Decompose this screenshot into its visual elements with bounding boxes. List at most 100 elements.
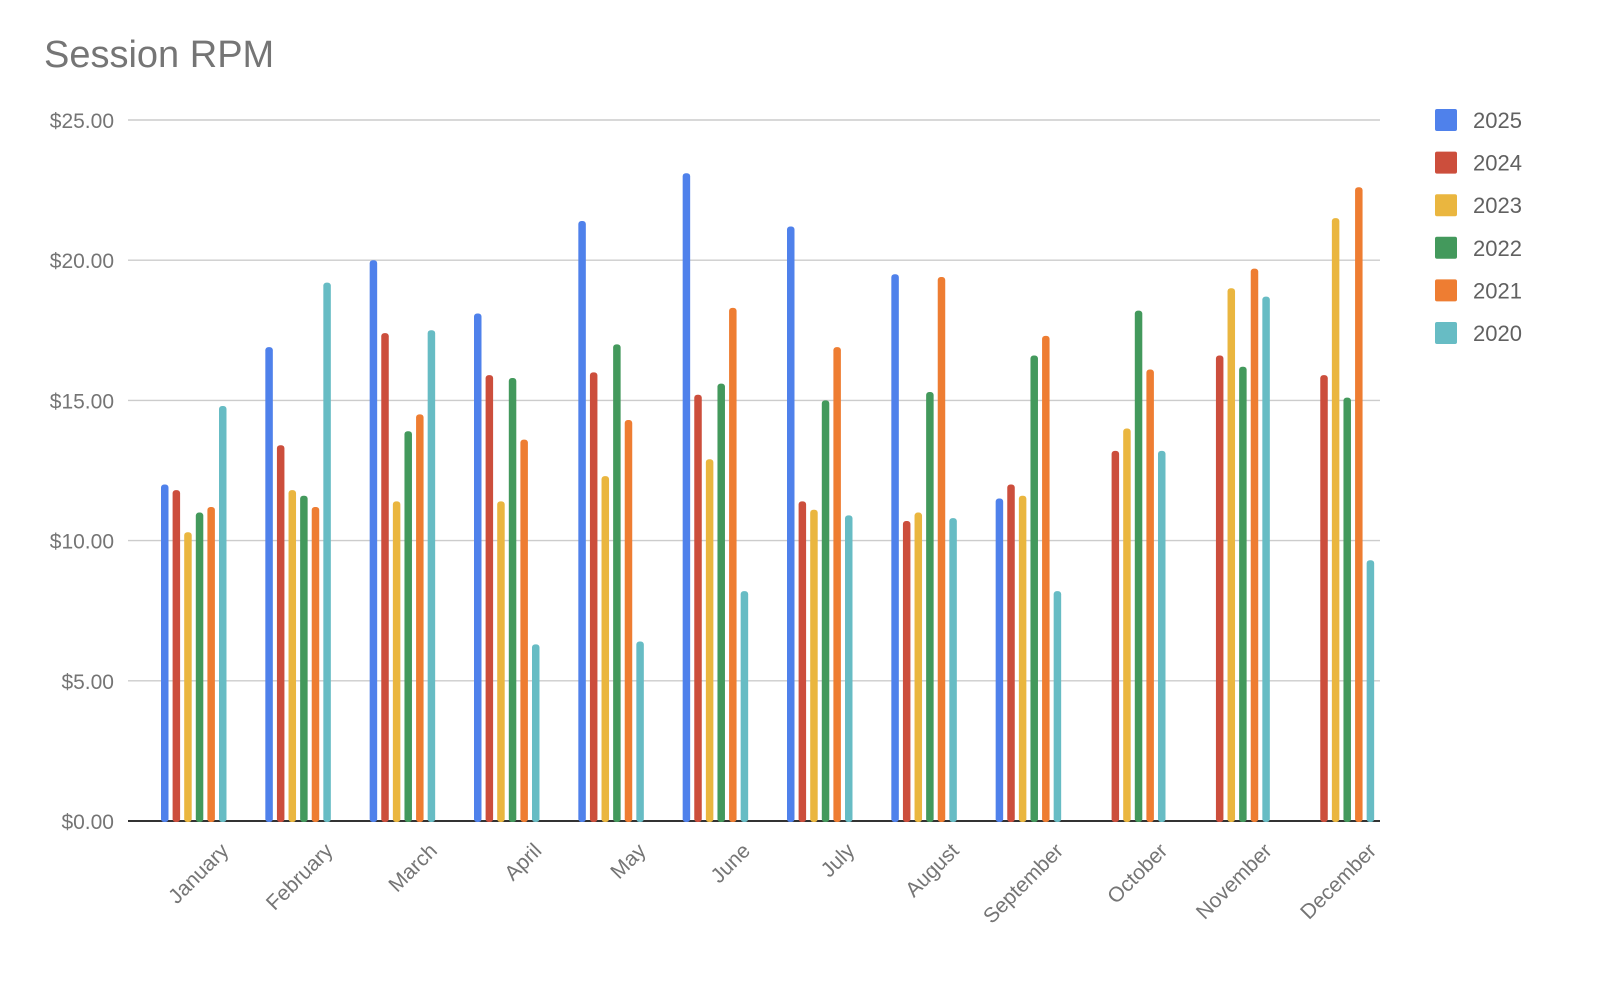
bar-2024-july[interactable] xyxy=(798,501,807,822)
bar-2025-august[interactable] xyxy=(891,274,899,823)
bar-2022-december[interactable] xyxy=(1343,397,1351,822)
bar-2021-september[interactable] xyxy=(1042,335,1050,822)
bar-2023-june[interactable] xyxy=(705,459,714,822)
bar-2022-april[interactable] xyxy=(508,377,517,822)
legend-swatch xyxy=(1435,151,1457,174)
bar-2020-may[interactable] xyxy=(636,641,644,822)
bar-2024-march[interactable] xyxy=(381,333,389,822)
legend-swatch xyxy=(1435,279,1457,302)
bar-2021-july[interactable] xyxy=(833,347,841,822)
bar-2020-march[interactable] xyxy=(427,330,436,822)
bar-2022-october[interactable] xyxy=(1134,310,1143,822)
legend-item-2025[interactable]: 2025 xyxy=(1435,108,1522,133)
bar-2024-august[interactable] xyxy=(902,520,911,822)
legend-item-2023[interactable]: 2023 xyxy=(1435,193,1522,218)
legend-label: 2022 xyxy=(1473,236,1522,261)
bar-2021-december[interactable] xyxy=(1355,187,1363,822)
bar-2024-may[interactable] xyxy=(589,372,598,822)
x-tick-label: December xyxy=(1296,839,1381,924)
bar-2022-july[interactable] xyxy=(821,400,830,822)
legend-item-2022[interactable]: 2022 xyxy=(1435,236,1522,261)
bar-2023-april[interactable] xyxy=(497,501,505,822)
bar-2021-november[interactable] xyxy=(1250,268,1259,822)
bar-2020-july[interactable] xyxy=(845,515,853,822)
bar-2020-september[interactable] xyxy=(1053,591,1062,822)
x-tick-label: January xyxy=(164,839,233,908)
bar-2020-june[interactable] xyxy=(740,591,749,822)
x-tick-label: August xyxy=(901,839,964,902)
bar-2024-january[interactable] xyxy=(172,490,181,822)
bar-2023-october[interactable] xyxy=(1123,428,1131,822)
bar-2021-january[interactable] xyxy=(207,506,215,822)
bar-2021-april[interactable] xyxy=(520,439,528,822)
bar-2025-march[interactable] xyxy=(369,260,378,822)
x-tick-label: March xyxy=(384,839,442,897)
legend-swatch xyxy=(1435,194,1457,217)
bar-2024-november[interactable] xyxy=(1215,355,1224,822)
bar-2024-june[interactable] xyxy=(694,394,702,822)
gridlines xyxy=(128,119,1380,682)
bar-2025-january[interactable] xyxy=(161,484,169,822)
bar-2022-august[interactable] xyxy=(926,391,934,822)
legend-label: 2020 xyxy=(1473,321,1522,346)
bar-2021-may[interactable] xyxy=(624,420,633,822)
bar-2024-september[interactable] xyxy=(1007,484,1015,822)
bar-2023-february[interactable] xyxy=(288,490,297,822)
legend-swatch xyxy=(1435,322,1457,344)
bar-2025-may[interactable] xyxy=(578,220,586,823)
bar-2025-february[interactable] xyxy=(265,347,273,822)
bar-2022-september[interactable] xyxy=(1030,355,1038,822)
bar-2023-august[interactable] xyxy=(914,512,923,822)
y-tick-label: $25.00 xyxy=(50,110,114,133)
bar-2024-december[interactable] xyxy=(1320,375,1328,822)
bar-2022-february[interactable] xyxy=(300,495,308,822)
bar-2025-june[interactable] xyxy=(682,173,691,822)
legend-item-2021[interactable]: 2021 xyxy=(1435,278,1522,303)
legend-item-2024[interactable]: 2024 xyxy=(1435,151,1522,176)
chart-title: Session RPM xyxy=(44,34,275,76)
bar-2021-october[interactable] xyxy=(1146,369,1154,822)
bar-2020-january[interactable] xyxy=(219,406,227,822)
legend-label: 2025 xyxy=(1473,108,1522,133)
bar-2023-december[interactable] xyxy=(1331,218,1340,822)
x-tick-label: June xyxy=(706,839,754,887)
bar-2023-march[interactable] xyxy=(392,501,401,822)
bar-2025-april[interactable] xyxy=(474,313,482,822)
legend: 2025 2024 2023 2022 2021 2020 xyxy=(1435,108,1522,346)
legend-swatch xyxy=(1435,109,1457,131)
bars xyxy=(161,173,1375,823)
bar-2020-february[interactable] xyxy=(323,282,331,823)
legend-swatch xyxy=(1435,236,1457,259)
y-tick-label: $15.00 xyxy=(50,390,114,413)
legend-item-2020[interactable]: 2020 xyxy=(1435,321,1522,346)
bar-2023-january[interactable] xyxy=(184,532,192,822)
bar-2020-november[interactable] xyxy=(1262,296,1270,823)
bar-2022-june[interactable] xyxy=(717,383,725,822)
bar-2022-may[interactable] xyxy=(613,344,621,822)
bar-2023-may[interactable] xyxy=(601,476,610,822)
bar-2023-november[interactable] xyxy=(1227,288,1236,822)
x-tick-label: May xyxy=(606,839,651,884)
bar-2025-july[interactable] xyxy=(787,226,795,822)
bar-2023-july[interactable] xyxy=(810,509,818,822)
bar-2022-november[interactable] xyxy=(1239,366,1247,822)
bar-2021-february[interactable] xyxy=(311,506,320,822)
bar-2022-january[interactable] xyxy=(195,512,204,822)
bar-2021-august[interactable] xyxy=(937,277,946,822)
bar-2021-june[interactable] xyxy=(729,307,737,822)
bar-2020-august[interactable] xyxy=(949,518,957,822)
legend-label: 2023 xyxy=(1473,193,1522,218)
bar-2024-february[interactable] xyxy=(276,445,285,822)
bar-2024-april[interactable] xyxy=(485,375,494,822)
x-tick-label: April xyxy=(500,839,546,885)
bar-2021-march[interactable] xyxy=(416,414,424,822)
x-tick-label: November xyxy=(1192,839,1277,924)
bar-2020-october[interactable] xyxy=(1158,450,1166,822)
bar-2020-december[interactable] xyxy=(1366,560,1375,822)
bar-2023-september[interactable] xyxy=(1018,495,1027,822)
bar-2022-march[interactable] xyxy=(404,431,412,822)
bar-2024-october[interactable] xyxy=(1111,450,1120,822)
bar-2025-september[interactable] xyxy=(995,498,1004,822)
bar-2020-april[interactable] xyxy=(532,644,540,822)
